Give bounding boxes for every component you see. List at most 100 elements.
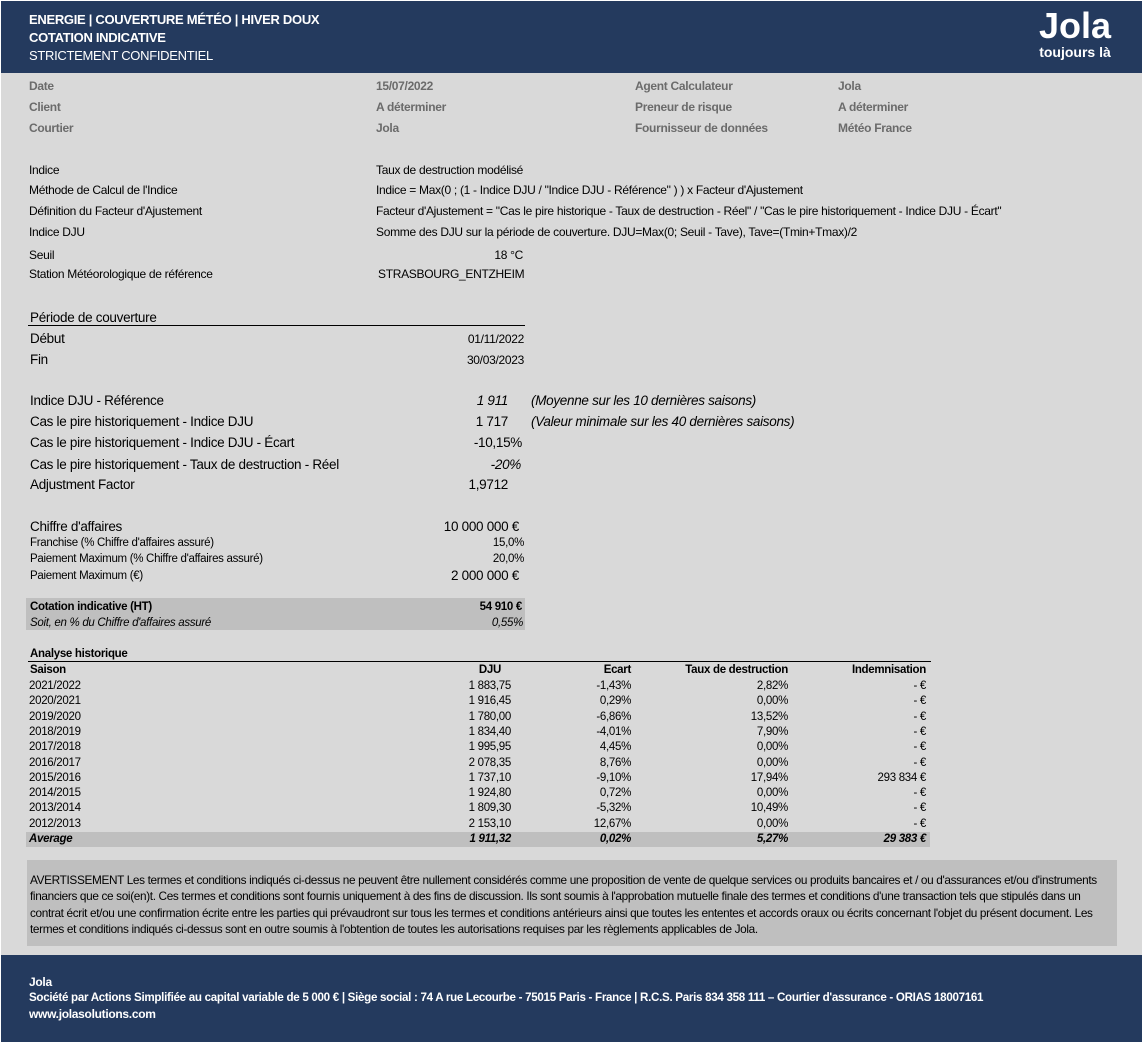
history-row-cell: -1,43% xyxy=(596,680,631,692)
quote-pct-label: Soit, en % du Chiffre d'affaires assuré xyxy=(30,617,211,629)
history-row-cell: - € xyxy=(913,680,926,692)
dju-value: -10,15% xyxy=(473,435,522,450)
history-row-season: 2014/2015 xyxy=(29,787,81,800)
average-highlight xyxy=(26,832,930,847)
dju-label: Cas le pire historiquement - Taux de des… xyxy=(30,457,339,472)
dju-label: Adjustment Factor xyxy=(30,477,135,492)
info-value: Jola xyxy=(838,79,861,93)
history-row-cell: 8,76% xyxy=(599,756,631,769)
history-average-cell: 0,02% xyxy=(599,833,631,845)
column-header: Indemnisation xyxy=(851,664,926,676)
financial-value: 2 000 000 € xyxy=(450,568,519,583)
financial-value: 15,0% xyxy=(492,537,524,549)
history-row-season: 2017/2018 xyxy=(29,741,81,754)
index-value: Somme des DJU sur la période de couvertu… xyxy=(376,225,858,239)
disclaimer-text: AVERTISSEMENT Les termes et conditions i… xyxy=(30,873,1097,936)
history-average-cell: 1 911,32 xyxy=(469,833,511,845)
quote-value: 54 910 € xyxy=(479,601,523,613)
history-average-season: Average xyxy=(29,833,73,845)
dju-label: Indice DJU - Référence xyxy=(30,393,164,408)
financial-label: Paiement Maximum (% Chiffre d'affaires a… xyxy=(30,553,263,565)
history-average-cell: 29 383 € xyxy=(883,833,927,845)
disclaimer-box: AVERTISSEMENT Les termes et conditions i… xyxy=(27,860,1117,946)
dju-value: -20% xyxy=(490,457,522,472)
history-row-cell: 1 834,40 xyxy=(468,725,512,738)
footer: Jola Société par Actions Simplifiée au c… xyxy=(1,955,1142,1042)
document-subtitle: COTATION INDICATIVE xyxy=(29,30,166,45)
history-row-season: 2018/2019 xyxy=(29,725,81,738)
history-row-cell: 0,00% xyxy=(756,817,788,830)
history-row-cell: 17,94% xyxy=(750,771,789,784)
quote-highlight xyxy=(26,598,525,630)
history-row-cell: 2 078,35 xyxy=(468,756,512,769)
index-value: 18 °C xyxy=(494,248,523,262)
history-row-cell: -6,86% xyxy=(596,710,631,723)
info-value: A déterminer xyxy=(838,100,908,114)
index-value: Indice = Max(0 ; (1 - Indice DJU / "Indi… xyxy=(376,183,803,197)
logo-tagline: toujours là xyxy=(1039,44,1111,60)
period-divider xyxy=(28,325,525,326)
history-row-cell: - € xyxy=(913,695,926,708)
history-row-cell: 2 153,10 xyxy=(468,817,512,830)
history-row-season: 2015/2016 xyxy=(29,771,81,784)
header-banner: ENERGIE | COUVERTURE MÉTÉO | HIVER DOUX … xyxy=(1,1,1142,73)
period-end-label: Fin xyxy=(30,352,48,367)
column-header-dju: DJU xyxy=(478,664,501,676)
financial-label: Franchise (% Chiffre d'affaires assuré) xyxy=(30,537,214,549)
index-value: STRASBOURG_ENTZHEIM xyxy=(378,267,525,281)
financial-value: 10 000 000 € xyxy=(443,519,520,534)
history-row-cell: 293 834 € xyxy=(877,771,927,784)
period-start-value: 01/11/2022 xyxy=(467,332,524,346)
footer-legal: Société par Actions Simplifiée au capita… xyxy=(29,991,984,1004)
history-divider xyxy=(28,661,931,662)
history-row-cell: 0,72% xyxy=(599,787,631,800)
history-row-cell: - € xyxy=(913,787,926,800)
dju-label: Cas le pire historiquement - Indice DJU … xyxy=(30,435,295,450)
column-header: Taux de destruction xyxy=(685,664,788,676)
history-row-cell: 7,90% xyxy=(756,725,788,738)
history-row-cell: 0,00% xyxy=(756,741,788,754)
history-row-cell: 10,49% xyxy=(750,802,789,815)
index-label: Indice xyxy=(29,163,60,177)
history-row-cell: 12,67% xyxy=(593,817,632,830)
index-label: Définition du Facteur d'Ajustement xyxy=(29,204,202,218)
index-value: Facteur d'Ajustement = "Cas le pire hist… xyxy=(376,204,1002,218)
index-label: Méthode de Calcul de l'Indice xyxy=(29,183,178,197)
info-label: Agent Calculateur xyxy=(635,79,733,93)
history-row-cell: 1 995,95 xyxy=(468,741,512,754)
history-row-cell: 0,00% xyxy=(756,756,788,769)
period-start-label: Début xyxy=(30,331,65,346)
history-row-cell: -5,32% xyxy=(596,802,631,815)
history-row-cell: 1 780,00 xyxy=(468,710,512,723)
confidentiality-label: STRICTEMENT CONFIDENTIEL xyxy=(29,48,213,63)
info-value: A déterminer xyxy=(376,100,446,114)
footer-website[interactable]: www.jolasolutions.com xyxy=(29,1007,156,1021)
info-value: Météo France xyxy=(838,121,912,135)
jola-logo: Jola toujours là xyxy=(1038,5,1111,60)
column-header-saison: Saison xyxy=(30,664,66,676)
history-row-cell: - € xyxy=(913,817,926,830)
history-row-cell: -9,10% xyxy=(596,771,631,784)
history-title: Analyse historique xyxy=(30,648,128,660)
quote-pct-value: 0,55% xyxy=(491,617,523,629)
period-end-value: 30/03/2023 xyxy=(466,353,524,367)
logo-word: Jola xyxy=(1038,5,1111,46)
financial-value: 20,0% xyxy=(492,553,524,565)
history-row-cell: 13,52% xyxy=(750,710,789,723)
history-row-cell: - € xyxy=(913,741,926,754)
column-header: Ecart xyxy=(603,664,632,676)
history-row-cell: 1 883,75 xyxy=(468,680,512,692)
info-value: 15/07/2022 xyxy=(376,79,434,93)
period-title: Période de couverture xyxy=(30,310,157,325)
dju-note: (Moyenne sur les 10 dernières saisons) xyxy=(531,393,756,408)
history-row-cell: -4,01% xyxy=(596,725,631,738)
info-label: Date xyxy=(29,79,54,93)
history-row-cell: 4,45% xyxy=(599,741,631,754)
document-title: ENERGIE | COUVERTURE MÉTÉO | HIVER DOUX xyxy=(29,12,320,27)
history-row-season: 2013/2014 xyxy=(29,802,81,815)
dju-label: Cas le pire historiquement - Indice DJU xyxy=(30,414,254,429)
info-label: Client xyxy=(29,100,61,114)
financial-label: Paiement Maximum (€) xyxy=(30,570,143,582)
info-label: Courtier xyxy=(29,121,74,135)
